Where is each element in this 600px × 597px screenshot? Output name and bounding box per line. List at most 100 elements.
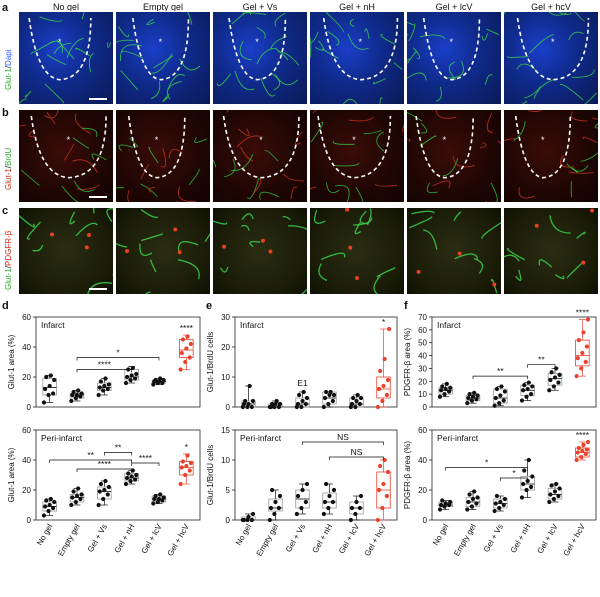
- data-point: [437, 507, 443, 512]
- pdgfr-spot: [173, 227, 178, 232]
- vessel-stroke: [127, 190, 130, 202]
- vessel-stroke: [376, 131, 385, 152]
- vessel-stroke: [374, 183, 398, 187]
- vessel-stroke: [521, 100, 528, 104]
- vessel-stroke: [435, 110, 457, 119]
- data-point: [349, 505, 355, 511]
- x-tick-label: Gel + Vs: [86, 523, 109, 554]
- plot-frame: [431, 429, 597, 521]
- vessel-stroke: [140, 233, 164, 242]
- data-point: [439, 502, 444, 508]
- data-point: [528, 392, 534, 397]
- vessel-stroke: [332, 140, 355, 145]
- data-point: [380, 398, 385, 404]
- data-point: [557, 372, 562, 377]
- vessel-stroke: [481, 221, 501, 240]
- vessel-stroke: [91, 153, 107, 161]
- infarct-border: [132, 17, 190, 81]
- y-tick-label: 0: [423, 516, 428, 525]
- significance-bracket: [302, 441, 384, 445]
- plot-frame: [35, 429, 201, 521]
- data-point: [185, 453, 190, 458]
- vessel-stroke: [81, 12, 85, 20]
- data-point: [276, 505, 281, 511]
- data-point: [472, 489, 477, 494]
- plot-frame: [35, 316, 201, 408]
- data-point: [502, 389, 507, 394]
- vessel-stroke: [116, 242, 128, 248]
- data-point: [105, 492, 110, 497]
- data-point: [50, 505, 56, 511]
- data-point: [106, 382, 111, 387]
- data-point: [71, 389, 76, 395]
- data-point: [179, 350, 184, 356]
- vessel-stroke: [349, 18, 355, 28]
- data-point: [376, 386, 382, 392]
- data-point: [469, 504, 474, 509]
- row-label-a: Glut-1/Dapi: [4, 49, 13, 90]
- vessel-stroke: [264, 150, 279, 162]
- data-point: [126, 471, 131, 476]
- pdgfr-spot: [50, 232, 55, 237]
- vessel-stroke: [412, 47, 421, 60]
- vessel-stroke: [407, 50, 418, 64]
- vessel-stroke: [256, 47, 277, 65]
- y-axis-label: PDGFR-β area (%): [403, 441, 412, 510]
- vessel-stroke: [253, 178, 262, 194]
- data-point: [530, 474, 535, 479]
- significance-label: **: [115, 443, 122, 453]
- vessel-stroke: [407, 72, 427, 81]
- micrograph-tile: [503, 207, 599, 295]
- pdgfr-spot: [260, 238, 265, 243]
- significance-bracket: [527, 364, 556, 368]
- data-point: [384, 392, 389, 398]
- data-point: [44, 498, 49, 503]
- plot-title: Peri-infarct: [437, 433, 479, 443]
- data-point: [443, 386, 448, 392]
- data-point: [183, 472, 188, 478]
- vessel-stroke: [46, 112, 56, 125]
- data-point: [378, 463, 383, 469]
- vessel-stroke: [213, 220, 228, 225]
- pdgfr-spot: [345, 208, 350, 212]
- vessel-stroke: [314, 210, 326, 224]
- data-point: [492, 508, 497, 514]
- data-point: [493, 395, 498, 401]
- data-point: [501, 398, 506, 403]
- y-axis-label: Glut-1/BrdU cells: [206, 332, 215, 392]
- x-tick-label: Gel + Vs: [284, 523, 307, 554]
- data-point: [69, 502, 74, 508]
- vessel-stroke: [486, 112, 493, 133]
- vessel-stroke: [270, 72, 281, 91]
- vessel-stroke: [300, 288, 307, 294]
- data-point: [551, 496, 556, 502]
- x-tick-label: No gel: [35, 522, 54, 547]
- vessel-stroke: [177, 241, 199, 253]
- y-tick-label: 20: [418, 377, 427, 386]
- data-point: [575, 356, 580, 361]
- vessel-stroke: [44, 83, 64, 104]
- data-point: [584, 447, 589, 452]
- data-point: [552, 489, 558, 494]
- vessel-stroke: [329, 201, 331, 202]
- significance-bracket: [131, 462, 160, 466]
- data-point: [132, 477, 138, 482]
- vessel-stroke: [44, 110, 59, 119]
- significance-label: *: [512, 468, 516, 478]
- data-point: [178, 367, 183, 372]
- annotation-label: ****: [576, 308, 590, 318]
- data-point: [556, 380, 561, 385]
- col-title-gel-hcv: Gel + hcV: [531, 2, 571, 12]
- data-point: [321, 511, 326, 517]
- data-point: [499, 384, 504, 389]
- data-point: [521, 481, 526, 487]
- vessel-stroke: [148, 147, 159, 164]
- row-label-b: Glut-1/BrdU: [4, 147, 13, 190]
- data-point: [322, 499, 328, 505]
- vessel-stroke: [594, 123, 598, 129]
- box: [179, 339, 194, 358]
- data-point: [385, 469, 391, 475]
- vessel-stroke: [247, 178, 260, 199]
- y-tick-label: 10: [221, 456, 230, 465]
- data-point: [48, 496, 53, 502]
